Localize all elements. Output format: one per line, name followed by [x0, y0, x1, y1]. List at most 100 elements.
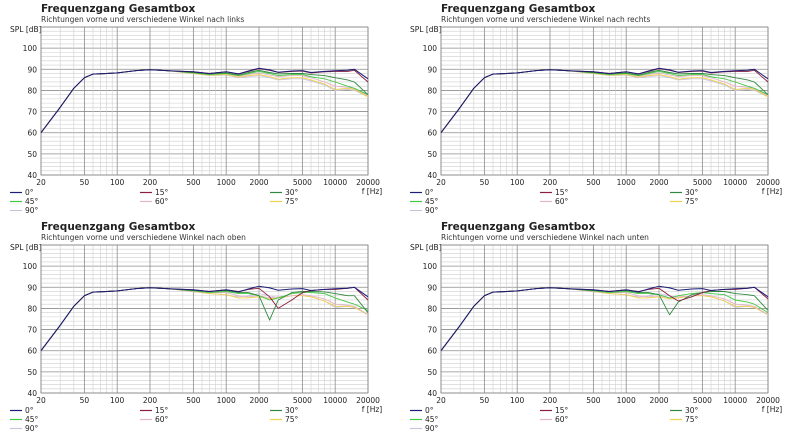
- y-tick-label: 100: [23, 262, 38, 271]
- x-tick-label: 200: [143, 178, 158, 187]
- legend-label: 45°: [425, 415, 439, 424]
- x-tick-label: 2000: [249, 178, 268, 187]
- legend-label: 45°: [25, 415, 39, 424]
- y-tick-label: 70: [427, 108, 437, 117]
- x-tick-label: 500: [586, 396, 601, 405]
- legend-label: 75°: [285, 415, 299, 424]
- x-tick-label: 2000: [249, 396, 268, 405]
- x-tick-label: 100: [510, 396, 525, 405]
- legend-label: 30°: [285, 188, 299, 197]
- y-tick-label: 90: [427, 65, 437, 74]
- x-tick-label: 10000: [323, 396, 347, 405]
- x-tick-label: 5000: [293, 396, 312, 405]
- legend-label: 75°: [685, 415, 699, 424]
- y-tick-label: 70: [27, 108, 37, 117]
- legend-label: 45°: [425, 197, 439, 206]
- legend-label: 90°: [425, 424, 439, 433]
- legend-label: 0°: [425, 406, 434, 415]
- x-tick-label: 5000: [693, 178, 712, 187]
- legend-label: 0°: [425, 188, 434, 197]
- chart-title: Frequenzgang Gesamtbox: [41, 3, 196, 15]
- chart-subtitle: Richtungen vorne und verschiedene Winkel…: [441, 233, 649, 242]
- legend-label: 0°: [25, 188, 34, 197]
- x-tick-label: 100: [510, 178, 525, 187]
- y-tick-label: 40: [27, 389, 37, 398]
- legend-label: 90°: [25, 206, 39, 215]
- x-tick-label: 20: [36, 396, 46, 405]
- y-tick-label: 50: [27, 368, 37, 377]
- x-tick-label: 200: [143, 396, 158, 405]
- chart-title: Frequenzgang Gesamtbox: [41, 221, 196, 233]
- x-tick-label: 100: [110, 178, 125, 187]
- x-tick-label: 1000: [217, 178, 236, 187]
- x-axis-label: f [Hz]: [762, 187, 783, 196]
- x-tick-label: 500: [586, 178, 601, 187]
- plot-area: [441, 27, 768, 175]
- legend-label: 45°: [25, 197, 39, 206]
- series-line-0deg: [40, 285, 369, 352]
- x-tick-label: 500: [186, 178, 201, 187]
- y-tick-label: 100: [23, 44, 38, 53]
- x-tick-label: 50: [480, 178, 490, 187]
- y-tick-label: 70: [27, 326, 37, 335]
- y-tick-label: 50: [27, 150, 37, 159]
- x-tick-label: 5000: [293, 178, 312, 187]
- x-tick-label: 20000: [356, 396, 380, 405]
- x-tick-label: 1000: [217, 396, 236, 405]
- x-tick-label: 1000: [617, 396, 636, 405]
- legend-label: 15°: [155, 406, 169, 415]
- x-tick-label: 5000: [693, 396, 712, 405]
- y-tick-label: 40: [27, 171, 37, 180]
- legend-label: 0°: [25, 406, 34, 415]
- y-tick-label: 40: [427, 171, 437, 180]
- x-tick-label: 20: [436, 178, 446, 187]
- plot-area: [41, 245, 368, 393]
- x-axis-label: f [Hz]: [362, 405, 383, 414]
- y-tick-label: 90: [27, 65, 37, 74]
- series-line-0deg: [40, 67, 369, 134]
- legend-label: 90°: [25, 424, 39, 433]
- plot-border: [40, 26, 369, 176]
- y-tick-label: 70: [427, 326, 437, 335]
- plot-border: [440, 244, 769, 394]
- legend-label: 75°: [685, 197, 699, 206]
- x-axis-label: f [Hz]: [762, 405, 783, 414]
- x-tick-label: 20000: [356, 178, 380, 187]
- x-tick-label: 50: [80, 396, 90, 405]
- y-tick-label: 50: [427, 150, 437, 159]
- legend-label: 15°: [555, 188, 569, 197]
- x-tick-label: 20000: [756, 396, 780, 405]
- y-tick-label: 60: [27, 129, 37, 138]
- y-tick-label: 80: [427, 304, 437, 313]
- y-tick-label: 60: [427, 347, 437, 356]
- x-tick-label: 10000: [723, 396, 747, 405]
- series-line-0deg: [440, 67, 769, 134]
- y-tick-label: 50: [427, 368, 437, 377]
- legend-label: 60°: [155, 415, 169, 424]
- legend-label: 30°: [685, 406, 699, 415]
- chart-subtitle: Richtungen vorne und verschiedene Winkel…: [41, 233, 246, 242]
- legend-label: 90°: [425, 206, 439, 215]
- x-tick-label: 50: [480, 396, 490, 405]
- legend-label: 60°: [555, 197, 569, 206]
- y-axis-label: SPL [dB]: [410, 243, 442, 252]
- legend-label: 30°: [685, 188, 699, 197]
- plot-border: [40, 244, 369, 394]
- y-tick-label: 100: [423, 44, 438, 53]
- y-axis-label: SPL [dB]: [10, 243, 42, 252]
- y-tick-label: 40: [427, 389, 437, 398]
- y-tick-label: 60: [427, 129, 437, 138]
- y-tick-label: 60: [27, 347, 37, 356]
- y-axis-label: SPL [dB]: [410, 25, 442, 34]
- legend-label: 15°: [155, 188, 169, 197]
- y-tick-label: 100: [423, 262, 438, 271]
- y-tick-label: 90: [427, 283, 437, 292]
- x-tick-label: 100: [110, 396, 125, 405]
- x-tick-label: 2000: [649, 396, 668, 405]
- y-tick-label: 90: [27, 283, 37, 292]
- x-tick-label: 20: [436, 396, 446, 405]
- legend-label: 30°: [285, 406, 299, 415]
